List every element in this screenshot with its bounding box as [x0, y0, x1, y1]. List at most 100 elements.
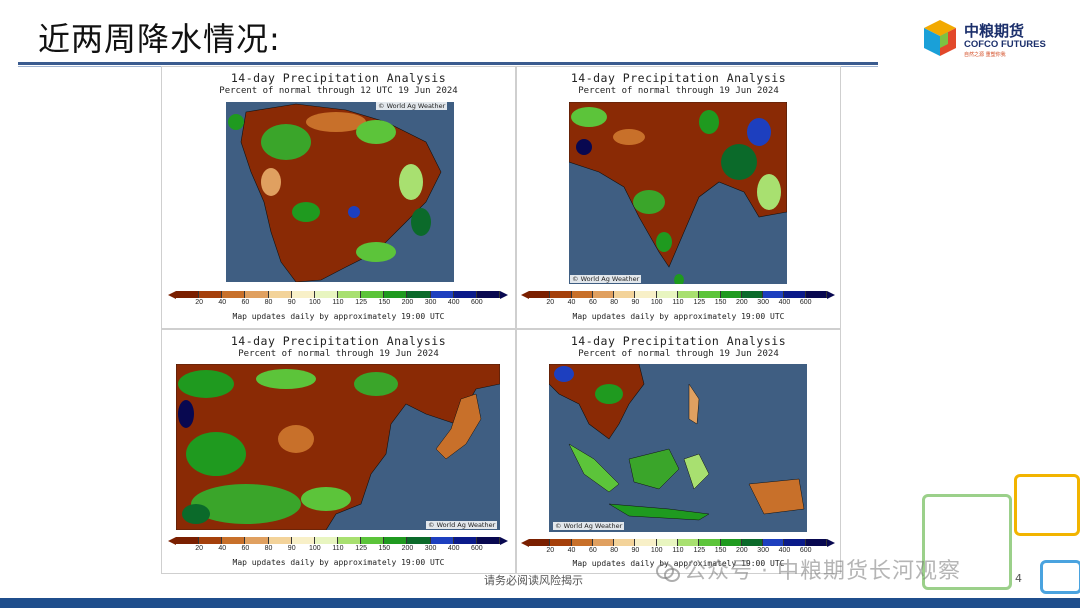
colorbar-segment [529, 291, 551, 298]
slide-title: 近两周降水情况: [38, 20, 281, 58]
watermark-text: 公众号 · 中粮期货长河观察 [684, 559, 961, 584]
colorbar-tick-label: 90 [631, 547, 640, 554]
colorbar-tick-label: 125 [693, 299, 706, 306]
colorbar-tick-label: 300 [424, 299, 437, 306]
logo-tagline: 自然之源 重塑你我 [964, 52, 1006, 58]
colorbar-tick-label: 20 [546, 299, 555, 306]
risk-disclaimer: 请务必阅读风险揭示 [484, 574, 583, 587]
colorbar-segment [614, 291, 636, 298]
precipitation-map-south-america [226, 102, 454, 282]
colorbar-tick-label: 90 [631, 299, 640, 306]
colorbar-segment [384, 537, 408, 544]
colorbar-tick-label: 125 [355, 545, 367, 552]
colorbar-tick-label: 110 [672, 547, 684, 554]
colorbar-segment [176, 291, 200, 298]
panel-subtitle: Percent of normal through 19 Jun 2024 [238, 349, 439, 359]
decorative-frame-green [922, 494, 1012, 590]
colorbar-tick-label: 600 [799, 299, 812, 306]
colorbar-segment [784, 539, 806, 546]
colorbar-segment [222, 537, 246, 544]
map-credit: © World Ag Weather [376, 102, 448, 110]
colorbar-tick-label: 80 [610, 547, 619, 554]
colorbar-segment [245, 291, 269, 298]
precipitation-map-south-asia [569, 102, 787, 284]
colorbar-segment [741, 291, 764, 298]
precipitation-map-east-asia [176, 364, 500, 530]
colorbar-segment [550, 539, 572, 546]
colorbar-segment [614, 539, 636, 546]
decorative-frame-blue [1040, 560, 1080, 594]
colorbar-segment [784, 291, 806, 298]
colorbar-ticks: 20 40 60 80 90 100 110 125 150 200 300 400 600 [176, 299, 500, 309]
map-credit: © World Ag Weather [426, 521, 498, 529]
colorbar-segment [430, 537, 454, 544]
colorbar-ticks: 20 40 60 80 90 100 110 125 150 200 300 400 600 [176, 545, 500, 555]
colorbar-segment [635, 539, 657, 546]
colorbar-tick-label: 100 [309, 299, 321, 306]
colorbar-tick-label: 300 [757, 299, 769, 306]
colorbar-segment [476, 537, 500, 544]
colorbar-segment [529, 539, 551, 546]
colorbar-tick-label: 20 [546, 547, 555, 554]
colorbar-arrow-right [827, 539, 835, 547]
colorbar-segment [291, 291, 315, 298]
colorbar-tick-label: 200 [401, 545, 414, 552]
logo-name-cn: 中粮期货 [964, 22, 1025, 40]
colorbar-segment [384, 291, 408, 298]
colorbar-segment [571, 291, 593, 298]
colorbar-tick-label: 300 [424, 545, 437, 552]
colorbar [176, 291, 500, 298]
colorbar-tick-label: 80 [610, 299, 619, 306]
colorbar-tick-label: 200 [736, 299, 748, 306]
colorbar-segment [677, 291, 700, 298]
colorbar-tick-label: 150 [714, 299, 727, 306]
colorbar-tick-label: 400 [447, 545, 460, 552]
colorbar-segment [453, 291, 477, 298]
colorbar-segment [699, 291, 721, 298]
logo-name-en: COFCO FUTURES [964, 39, 1046, 50]
colorbar-segment [222, 291, 246, 298]
colorbar-arrow-left [168, 291, 176, 299]
panel-subtitle: Percent of normal through 19 Jun 2024 [578, 349, 779, 359]
colorbar-tick-label: 110 [332, 299, 344, 306]
colorbar-segment [291, 537, 315, 544]
colorbar-ticks: 20 40 60 80 90 100 110 125 150 200 300 400 600 [529, 547, 827, 557]
colorbar-segment [268, 537, 292, 544]
colorbar-segment [337, 537, 362, 544]
colorbar-tick-label: 150 [714, 547, 727, 554]
map-credit: © World Ag Weather [553, 522, 625, 530]
colorbar-arrow-right [500, 291, 508, 299]
colorbar-arrow-left [521, 291, 529, 299]
colorbar-segment [805, 539, 827, 546]
company-logo: 中粮期货 COFCO FUTURES 自然之源 重塑你我 [920, 16, 1070, 60]
colorbar-segment [741, 539, 764, 546]
panel-title: 14-day Precipitation Analysis [570, 334, 787, 348]
colorbar-segment [245, 537, 269, 544]
colorbar-tick-label: 400 [447, 299, 460, 306]
colorbar-tick-label: 110 [332, 545, 344, 552]
colorbar-tick-label: 150 [378, 545, 391, 552]
colorbar-tick-label: 200 [736, 547, 748, 554]
colorbar-segment [476, 291, 500, 298]
colorbar-arrow-right [500, 537, 508, 545]
colorbar-tick-label: 20 [195, 545, 204, 552]
colorbar-tick-label: 125 [355, 299, 367, 306]
colorbar-tick-label: 150 [378, 299, 391, 306]
wechat-icon [656, 563, 680, 582]
colorbar-segment [592, 291, 615, 298]
panel-title: 14-day Precipitation Analysis [230, 334, 447, 348]
colorbar-tick-label: 600 [471, 299, 483, 306]
colorbar-tick-label: 40 [567, 547, 576, 554]
colorbar-segment [268, 291, 292, 298]
colorbar-tick-label: 80 [264, 545, 273, 552]
colorbar-tick-label: 20 [195, 299, 204, 306]
colorbar-segment [656, 291, 678, 298]
colorbar-tick-label: 60 [588, 299, 597, 306]
colorbar [529, 291, 827, 298]
colorbar-segment [763, 539, 785, 546]
decorative-frame-yellow [1014, 474, 1080, 536]
colorbar-segment [199, 291, 223, 298]
colorbar-arrow-left [521, 539, 529, 547]
colorbar-segment [720, 291, 742, 298]
colorbar-tick-label: 100 [650, 299, 663, 306]
